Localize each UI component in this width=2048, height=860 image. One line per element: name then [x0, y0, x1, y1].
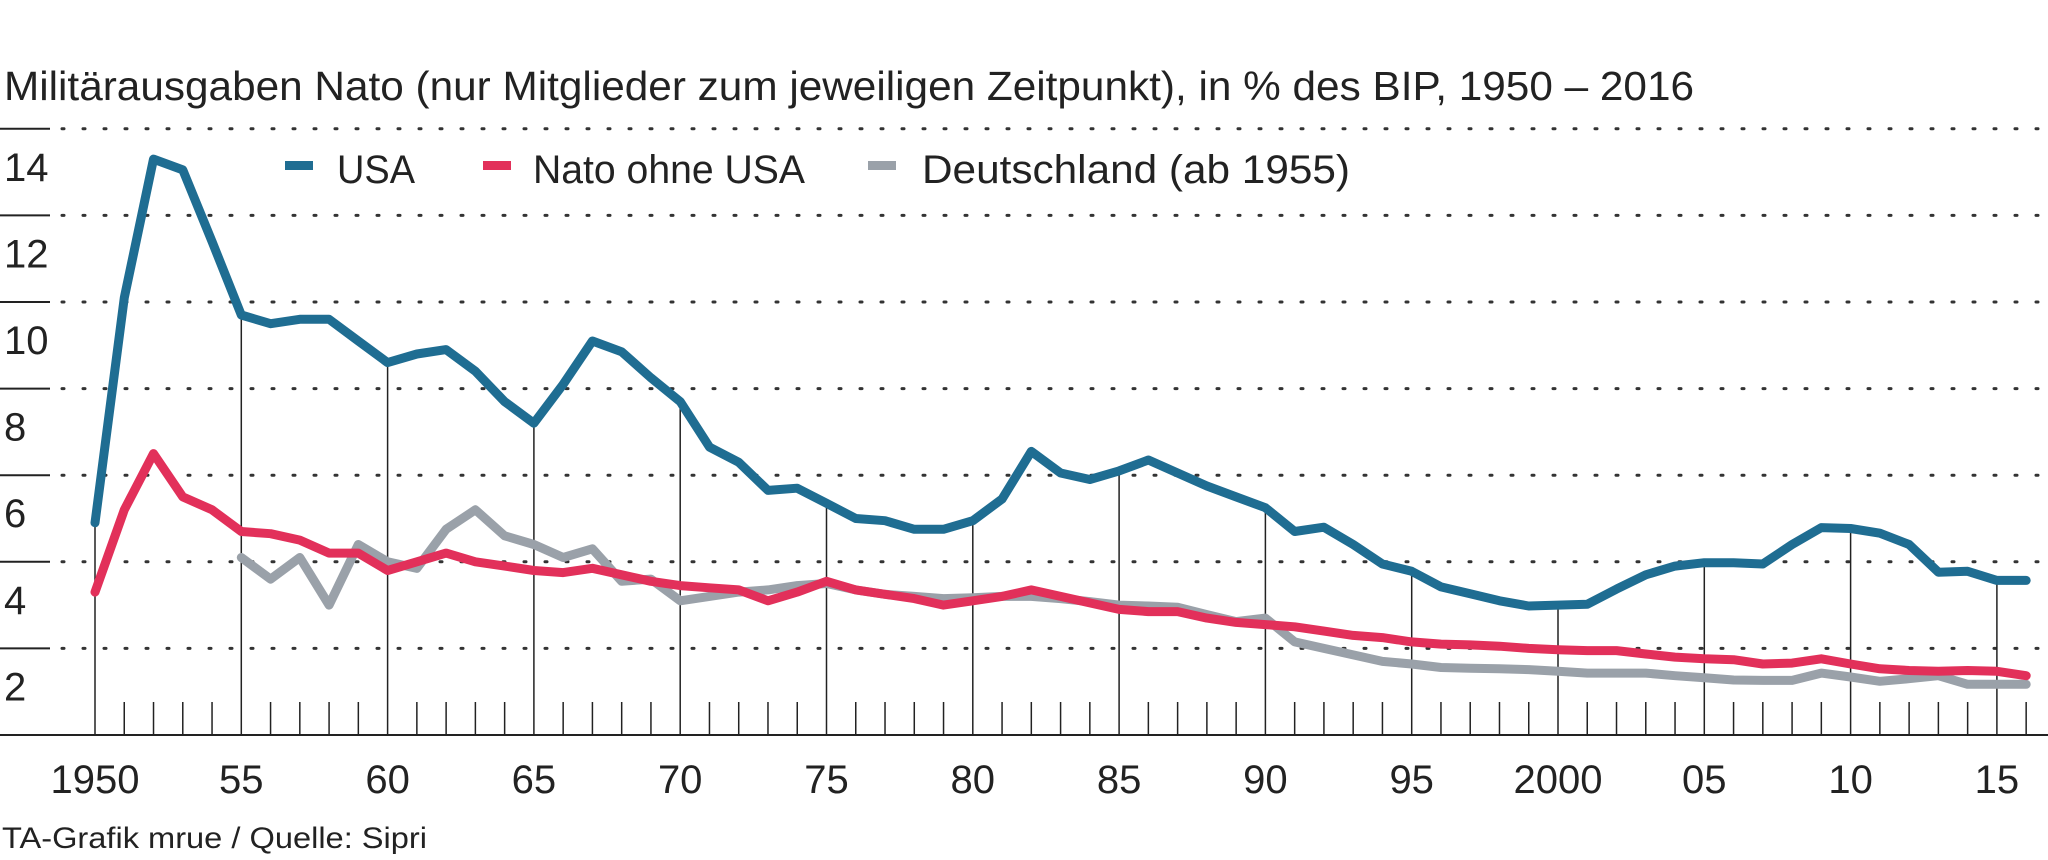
series-line-nato-ohne-usa — [90, 449, 2031, 681]
y-tick-label: 2 — [4, 665, 26, 709]
x-tick-label: 10 — [1828, 758, 1873, 802]
x-tick-label: 15 — [1975, 758, 2020, 802]
x-tick-label: 80 — [951, 758, 996, 802]
x-tick-label: 85 — [1097, 758, 1142, 802]
x-axis-labels: 1950 55 60 65 70 75 80 85 90 95 2000 05 10 15 — [51, 758, 2020, 802]
legend-label-nato: Nato ohne USA — [533, 148, 805, 192]
x-tick-label: 2000 — [1514, 758, 1603, 802]
x-tick-label: 55 — [219, 758, 264, 802]
y-tick-label: 8 — [4, 406, 26, 450]
legend-item-deutschland: Deutschland (ab 1955) — [868, 148, 1350, 192]
five-year-lines — [94, 314, 2027, 735]
chart-title: Militärausgaben Nato (nur Mitglieder zum… — [4, 63, 1694, 109]
series-line-deutschland-ab-1955 — [236, 505, 2031, 689]
x-tick-label: 65 — [512, 758, 557, 802]
x-tick-label: 60 — [365, 758, 410, 802]
x-tick-label: 05 — [1682, 758, 1727, 802]
y-axis-labels: 2 4 6 8 10 12 14 — [4, 146, 49, 710]
gridlines — [0, 127, 2048, 736]
legend-swatch-deutschland — [868, 161, 896, 170]
y-tick-label: 12 — [4, 232, 49, 276]
source-footer: TA-Grafik mrue / Quelle: Sipri — [2, 822, 427, 855]
legend-swatch-usa — [285, 161, 313, 170]
y-tick-label: 14 — [4, 146, 49, 190]
x-tick-label: 75 — [804, 758, 849, 802]
y-tick-label: 4 — [4, 579, 26, 623]
y-tick-label: 10 — [4, 319, 49, 363]
x-tick-label: 1950 — [51, 758, 140, 802]
legend-label-deutschland: Deutschland (ab 1955) — [922, 148, 1350, 192]
legend-item-nato-ohne-usa: Nato ohne USA — [483, 148, 805, 192]
legend: USA Nato ohne USA Deutschland (ab 1955) — [285, 148, 1350, 192]
series-line-usa — [90, 154, 2031, 611]
x-tick-label: 90 — [1243, 758, 1288, 802]
x-tick-label: 95 — [1389, 758, 1434, 802]
legend-label-usa: USA — [337, 148, 415, 192]
y-tick-label: 6 — [4, 492, 26, 536]
series-lines — [90, 154, 2031, 689]
x-tick-label: 70 — [658, 758, 703, 802]
legend-swatch-nato — [483, 161, 511, 170]
legend-item-usa: USA — [285, 148, 415, 192]
